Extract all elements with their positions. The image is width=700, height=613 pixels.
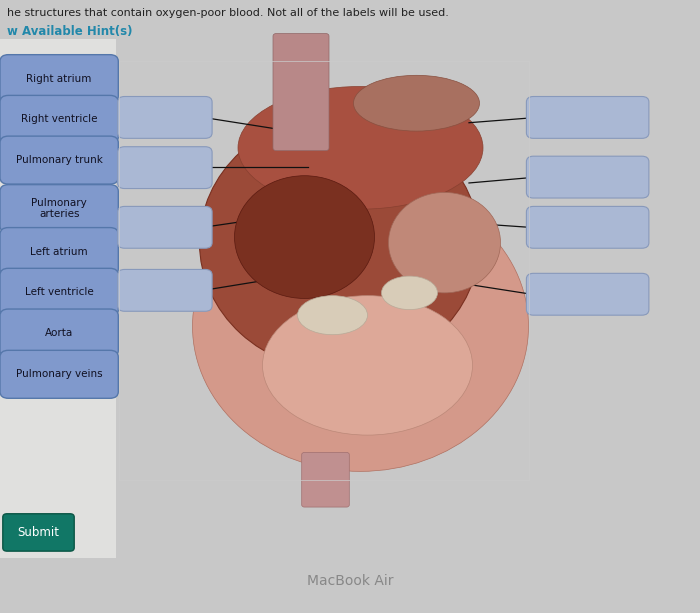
FancyBboxPatch shape [118, 96, 212, 139]
FancyBboxPatch shape [0, 227, 118, 276]
Text: w Available Hint(s): w Available Hint(s) [7, 25, 132, 38]
FancyBboxPatch shape [3, 514, 74, 551]
FancyBboxPatch shape [0, 55, 118, 102]
Text: Pulmonary trunk: Pulmonary trunk [15, 155, 103, 165]
FancyBboxPatch shape [526, 156, 649, 198]
FancyBboxPatch shape [526, 96, 649, 139]
Ellipse shape [298, 295, 368, 335]
Ellipse shape [238, 86, 483, 209]
Ellipse shape [354, 75, 480, 131]
Text: Submit: Submit [18, 526, 60, 539]
FancyBboxPatch shape [0, 185, 118, 232]
Text: he structures that contain oxygen-poor blood. Not all of the labels will be used: he structures that contain oxygen-poor b… [7, 9, 449, 18]
Ellipse shape [389, 192, 500, 293]
FancyBboxPatch shape [0, 96, 118, 143]
Text: Right ventricle: Right ventricle [21, 115, 97, 124]
Ellipse shape [382, 276, 438, 310]
Text: Right atrium: Right atrium [27, 74, 92, 83]
Ellipse shape [262, 295, 472, 435]
FancyBboxPatch shape [526, 273, 649, 315]
Text: Left ventricle: Left ventricle [25, 287, 94, 297]
Text: Pulmonary
arteries: Pulmonary arteries [32, 198, 87, 219]
Ellipse shape [199, 115, 480, 371]
FancyBboxPatch shape [302, 452, 349, 507]
FancyBboxPatch shape [118, 207, 212, 248]
FancyBboxPatch shape [273, 34, 329, 151]
FancyBboxPatch shape [0, 136, 118, 184]
FancyBboxPatch shape [526, 207, 649, 248]
Text: Left atrium: Left atrium [30, 246, 88, 257]
FancyBboxPatch shape [118, 147, 212, 189]
Ellipse shape [193, 181, 528, 471]
Text: MacBook Air: MacBook Air [307, 574, 393, 588]
Ellipse shape [234, 176, 374, 299]
FancyBboxPatch shape [118, 270, 212, 311]
FancyBboxPatch shape [0, 350, 118, 398]
FancyBboxPatch shape [0, 309, 118, 357]
Text: Pulmonary veins: Pulmonary veins [16, 369, 102, 379]
Text: Aorta: Aorta [45, 328, 74, 338]
FancyBboxPatch shape [0, 268, 118, 316]
FancyBboxPatch shape [0, 39, 116, 558]
